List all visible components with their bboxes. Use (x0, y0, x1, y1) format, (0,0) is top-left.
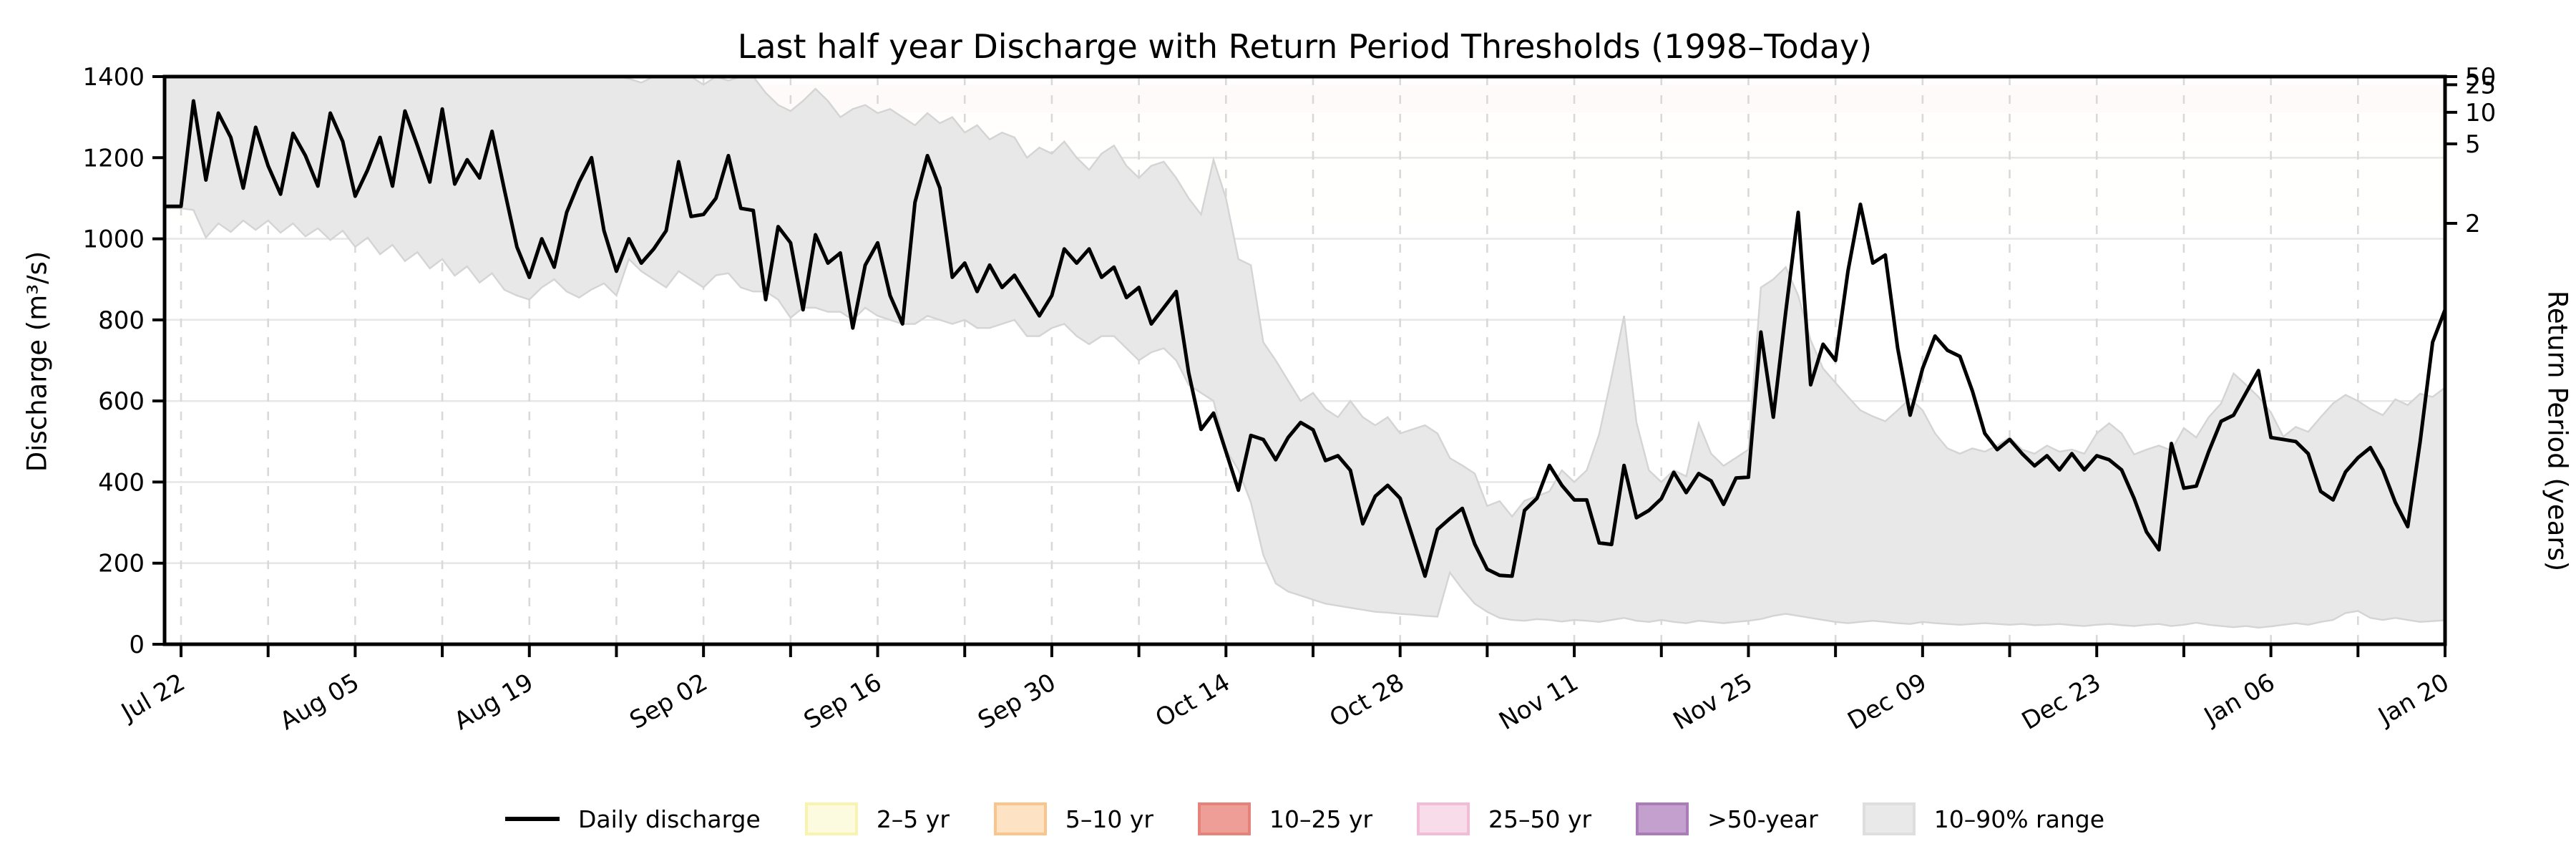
legend-item-label: 10–25 yr (1269, 805, 1373, 833)
legend-item-2-5-yr: 2–5 yr (804, 802, 950, 835)
legend-item-label: 5–10 yr (1065, 805, 1153, 833)
percentile-band (165, 77, 2445, 628)
return-period-tick-label: 2 (2465, 210, 2481, 238)
legend-item-25-50-yr: 25–50 yr (1417, 802, 1591, 835)
y-tick-label: 1000 (82, 225, 145, 254)
legend-item--50-year: >50-year (1636, 802, 1818, 835)
x-tick-label: Sep 02 (625, 668, 712, 735)
x-tick-label: Nov 25 (1669, 668, 1757, 736)
x-tick-label: Nov 11 (1494, 668, 1583, 736)
x-tick-label: Jan 20 (2373, 668, 2454, 732)
y-axis-label-left: Discharge (m³/s) (21, 251, 53, 472)
threshold-band-3 (165, 77, 2445, 85)
x-tick-label: Jan 06 (2198, 668, 2280, 732)
return-period-tick-label: 25 (2465, 71, 2496, 100)
legend-item-label: Daily discharge (577, 805, 761, 833)
y-tick-label: 1200 (82, 144, 145, 173)
percentile-band-lower-edge (165, 207, 2446, 629)
legend-item-label: >50-year (1707, 805, 1818, 833)
chart-title: Last half year Discharge with Return Per… (737, 27, 1873, 66)
x-tick-label: Sep 16 (799, 668, 887, 735)
legend-patch-swatch-icon (1862, 802, 1916, 835)
plot-border (162, 74, 2447, 646)
y-tick-label: 800 (98, 306, 145, 335)
x-tick-label: Oct 28 (1324, 668, 1409, 733)
legend-item-10-90-range: 10–90% range (1862, 802, 2105, 835)
return-period-tick-label: 5 (2465, 130, 2481, 159)
legend-item-10-25-yr: 10–25 yr (1197, 802, 1373, 835)
y-tick-label: 1400 (82, 63, 145, 92)
legend-item-5-10-yr: 5–10 yr (993, 802, 1153, 835)
x-tick-label: Sep 30 (973, 668, 1060, 735)
y-tick-label: 400 (98, 468, 145, 497)
x-tick-label: Jul 22 (115, 668, 190, 727)
legend-item-label: 2–5 yr (876, 805, 950, 833)
legend-patch-swatch-icon (804, 802, 858, 835)
x-tick-label: Dec 09 (1843, 668, 1932, 736)
legend-patch-swatch-icon (993, 802, 1047, 835)
x-tick-label: Aug 05 (275, 668, 364, 736)
y-tick-label: 0 (129, 631, 145, 659)
x-tick-label: Oct 14 (1151, 668, 1235, 733)
x-axis: Jul 22 Aug 05 Aug 19 Sep 02 Sep 16 Sep 30 Oct … (115, 644, 2454, 736)
return-period-tick-label: 10 (2465, 99, 2496, 127)
x-tick-label: Dec 23 (2017, 668, 2106, 736)
y-tick-label: 600 (98, 387, 145, 416)
legend-patch-swatch-icon (1197, 802, 1251, 835)
y-axis-left: 0 200 400 600 800 1000 1200 1400 (82, 63, 165, 659)
legend-item-label: 25–50 yr (1488, 805, 1592, 833)
y-tick-label: 200 (98, 550, 145, 578)
legend-item-label: 10–90% range (1933, 805, 2105, 833)
legend: Daily discharge 2–5 yr 5–10 yr 10–25 yr 25–5… (165, 800, 2445, 838)
legend-patch-swatch-icon (1417, 802, 1470, 835)
legend-item-daily-discharge: Daily discharge (504, 805, 761, 833)
legend-line-swatch-icon (504, 817, 560, 821)
daily-discharge-line (165, 99, 2447, 578)
y-axis-label-right: Return Period (years) (2542, 290, 2573, 572)
x-tick-label: Aug 19 (449, 668, 538, 736)
return-period-tick-label: 50 (2465, 63, 2496, 92)
legend-patch-swatch-icon (1636, 802, 1689, 835)
